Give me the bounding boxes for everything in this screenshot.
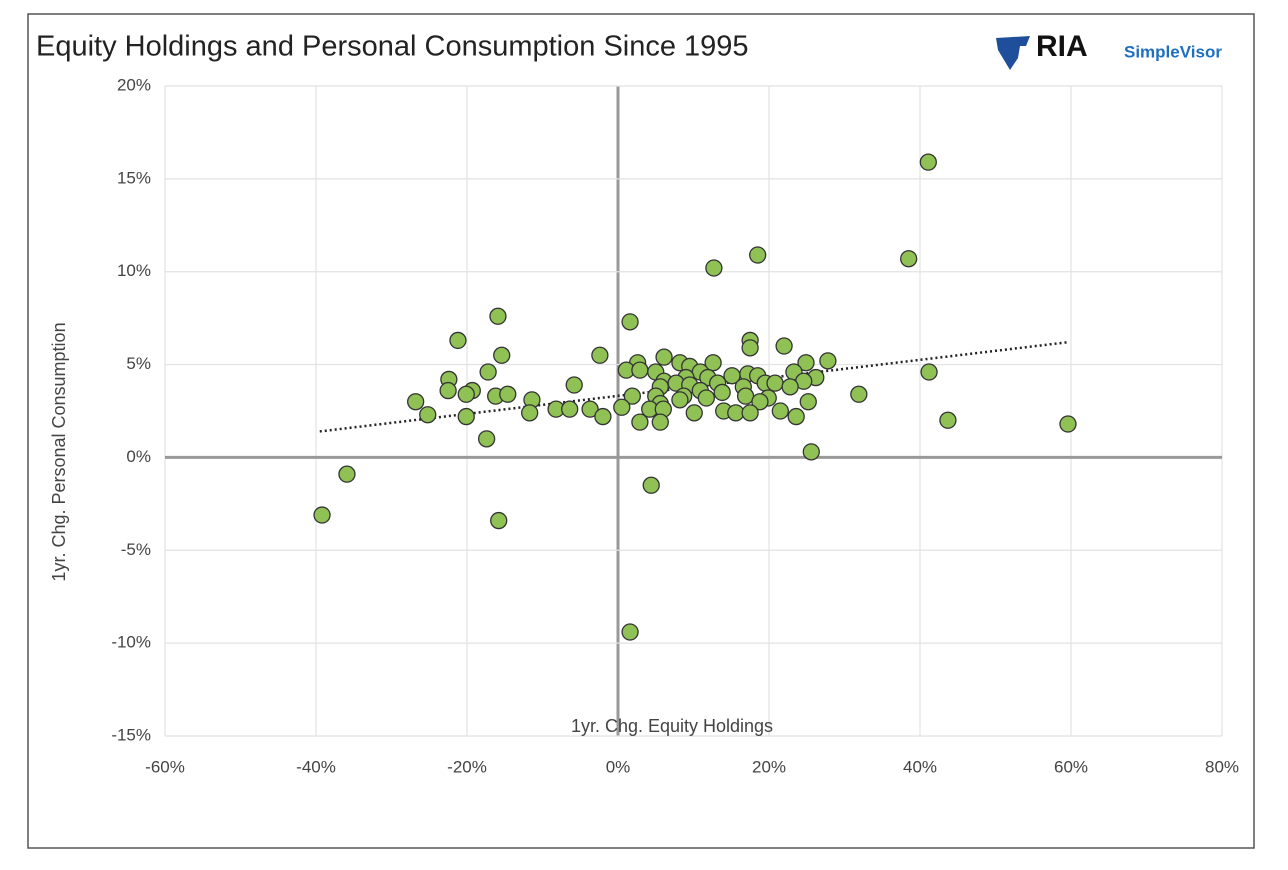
point xyxy=(713,383,731,402)
x-tick-label: 20% xyxy=(752,757,786,776)
point xyxy=(920,363,938,381)
point xyxy=(939,411,957,429)
point xyxy=(671,391,689,409)
point xyxy=(338,465,356,483)
y-tick-label: 5% xyxy=(126,354,151,373)
x-tick-label: 0% xyxy=(606,757,631,776)
x-tick-label: -20% xyxy=(447,757,487,776)
chart-title: Equity Holdings and Personal Consumption… xyxy=(36,31,749,63)
y-tick-label: 10% xyxy=(117,261,151,280)
y-axis-title: 1yr. Chg. Personal Consumption xyxy=(49,322,69,581)
x-tick-label: 80% xyxy=(1205,757,1239,776)
point xyxy=(457,407,475,426)
x-tick-label: 40% xyxy=(903,757,937,776)
point xyxy=(651,413,669,431)
logo: RIA SimpleVisor xyxy=(996,30,1222,70)
point xyxy=(419,406,437,424)
point xyxy=(781,378,799,396)
point xyxy=(736,387,755,405)
logo-icon xyxy=(996,36,1030,70)
x-tick-label: -40% xyxy=(296,757,336,776)
point xyxy=(705,259,723,277)
point xyxy=(439,381,457,400)
point xyxy=(493,346,511,364)
point xyxy=(900,250,918,268)
point xyxy=(819,352,837,370)
point xyxy=(771,402,789,420)
x-tick-label: 60% xyxy=(1054,757,1088,776)
y-tick-label: 15% xyxy=(117,168,151,187)
point xyxy=(685,404,703,422)
frame xyxy=(27,13,1255,849)
point xyxy=(594,407,612,426)
point xyxy=(1059,415,1077,433)
brand-product: SimpleVisor xyxy=(1124,42,1222,61)
point xyxy=(623,387,641,405)
point xyxy=(631,413,649,431)
point xyxy=(449,331,467,350)
point xyxy=(741,404,759,422)
point xyxy=(613,398,631,416)
point xyxy=(479,363,497,381)
point xyxy=(802,443,820,461)
point xyxy=(490,511,508,530)
point xyxy=(723,367,741,385)
point xyxy=(477,430,496,448)
point xyxy=(919,153,937,171)
point xyxy=(787,407,805,426)
point xyxy=(489,307,507,325)
point xyxy=(565,376,583,394)
point xyxy=(751,393,769,411)
y-tick-label: -10% xyxy=(111,633,151,652)
point xyxy=(655,348,673,366)
point xyxy=(797,354,815,372)
point xyxy=(521,404,539,422)
y-tick-label: 0% xyxy=(126,447,151,466)
point xyxy=(631,361,649,379)
y-tick-label: 20% xyxy=(117,75,151,94)
x-tick-label: -60% xyxy=(145,757,185,776)
y-tick-label: -15% xyxy=(111,725,151,744)
point xyxy=(621,313,639,331)
point xyxy=(766,374,784,392)
y-tick-label: -5% xyxy=(121,540,151,559)
point xyxy=(621,623,639,641)
point xyxy=(642,476,660,494)
point xyxy=(697,389,715,407)
point xyxy=(407,393,425,411)
x-axis-title: 1yr. Chg. Equity Holdings xyxy=(571,716,773,736)
point xyxy=(581,400,599,418)
point xyxy=(704,354,722,372)
point xyxy=(313,506,331,524)
point xyxy=(749,246,767,264)
point xyxy=(457,385,475,403)
point xyxy=(727,404,745,422)
point xyxy=(850,385,868,403)
point xyxy=(499,385,517,403)
brand-name: RIA xyxy=(1036,30,1088,63)
point xyxy=(591,346,609,364)
point xyxy=(561,400,579,418)
point xyxy=(741,339,759,357)
point xyxy=(799,393,817,411)
point xyxy=(775,337,793,355)
